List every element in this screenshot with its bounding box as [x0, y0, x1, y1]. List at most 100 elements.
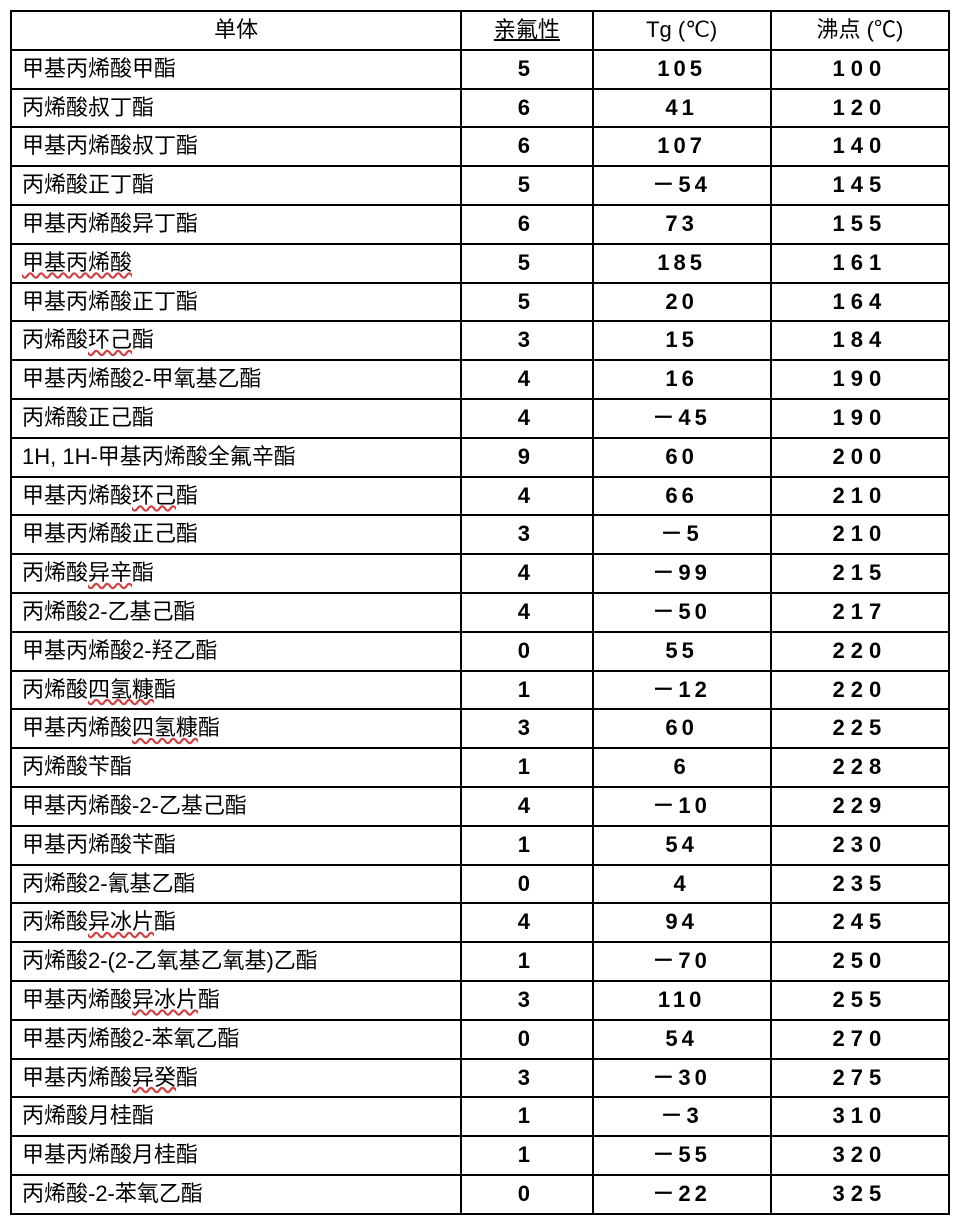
monomer-text-wavy: 异冰片 — [132, 987, 198, 1012]
monomer-name-cell: 甲基丙烯酸环己酯 — [11, 477, 461, 516]
monomer-name-cell: 甲基丙烯酸月桂酯 — [11, 1136, 461, 1175]
affinity-cell: 3 — [461, 981, 592, 1020]
table-row: 甲基丙烯酸环己酯466210 — [11, 477, 949, 516]
monomer-name-cell: 甲基丙烯酸2-羟乙酯 — [11, 632, 461, 671]
monomer-name-cell: 丙烯酸苄酯 — [11, 748, 461, 787]
affinity-cell: 6 — [461, 205, 592, 244]
monomer-text-post: 酯 — [176, 1065, 198, 1090]
monomer-text-pre: 甲基丙烯酸叔丁酯 — [22, 133, 198, 158]
header-affinity: 亲氟性 — [461, 11, 592, 50]
monomer-text-pre: 1H, 1H-甲基丙烯酸全氟辛酯 — [22, 444, 296, 469]
affinity-cell: 4 — [461, 903, 592, 942]
table-row: 丙烯酸异辛酯4－99215 — [11, 554, 949, 593]
monomer-text-pre: 甲基丙烯酸正己酯 — [22, 521, 198, 546]
monomer-text-pre: 甲基丙烯酸2-羟乙酯 — [22, 638, 218, 663]
bp-cell: 320 — [771, 1136, 949, 1175]
tg-cell: 54 — [593, 826, 771, 865]
monomer-name-cell: 甲基丙烯酸四氢糠酯 — [11, 709, 461, 748]
affinity-cell: 4 — [461, 593, 592, 632]
monomer-name-cell: 甲基丙烯酸甲酯 — [11, 50, 461, 89]
monomer-name-cell: 甲基丙烯酸正己酯 — [11, 515, 461, 554]
tg-cell: 66 — [593, 477, 771, 516]
monomer-text-pre: 丙烯酸正己酯 — [22, 405, 154, 430]
bp-cell: 228 — [771, 748, 949, 787]
tg-cell: －30 — [593, 1059, 771, 1098]
table-row: 甲基丙烯酸异丁酯673155 — [11, 205, 949, 244]
tg-cell: 55 — [593, 632, 771, 671]
monomer-text-pre: 丙烯酸正丁酯 — [22, 172, 154, 197]
monomer-text-pre: 甲基丙烯酸甲酯 — [22, 56, 176, 81]
header-bp: 沸点 (℃) — [771, 11, 949, 50]
affinity-cell: 1 — [461, 1097, 592, 1136]
monomer-text-post: 酯 — [154, 909, 176, 934]
table-row: 甲基丙烯酸2-苯氧乙酯054270 — [11, 1020, 949, 1059]
monomer-name-cell: 1H, 1H-甲基丙烯酸全氟辛酯 — [11, 438, 461, 477]
affinity-cell: 5 — [461, 283, 592, 322]
table-row: 甲基丙烯酸苄酯154230 — [11, 826, 949, 865]
affinity-cell: 0 — [461, 1175, 592, 1214]
monomer-name-cell: 丙烯酸2-(2-乙氧基乙氧基)乙酯 — [11, 942, 461, 981]
monomer-text-pre: 甲基丙烯酸-2-乙基己酯 — [22, 793, 247, 818]
monomer-text-pre: 甲基丙烯酸苄酯 — [22, 832, 176, 857]
affinity-cell: 3 — [461, 321, 592, 360]
bp-cell: 120 — [771, 89, 949, 128]
tg-cell: －22 — [593, 1175, 771, 1214]
tg-cell: 73 — [593, 205, 771, 244]
monomer-text-wavy: 异冰片 — [88, 909, 154, 934]
monomer-text-wavy: 异辛 — [88, 560, 132, 585]
monomer-name-cell: 丙烯酸异冰片酯 — [11, 903, 461, 942]
monomer-text-pre: 丙烯酸月桂酯 — [22, 1103, 154, 1128]
monomer-properties-table: 单体 亲氟性 Tg (℃) 沸点 (℃) 甲基丙烯酸甲酯5105100丙烯酸叔丁… — [10, 10, 950, 1215]
affinity-cell: 3 — [461, 1059, 592, 1098]
table-row: 甲基丙烯酸异冰片酯3110255 — [11, 981, 949, 1020]
monomer-text-pre: 甲基丙烯酸 — [22, 715, 132, 740]
monomer-text-pre: 甲基丙烯酸2-甲氧基乙酯 — [22, 366, 262, 391]
affinity-cell: 1 — [461, 1136, 592, 1175]
tg-cell: 105 — [593, 50, 771, 89]
bp-cell: 225 — [771, 709, 949, 748]
bp-cell: 220 — [771, 671, 949, 710]
monomer-text-wavy: 四氢糠 — [88, 677, 154, 702]
tg-cell: 185 — [593, 244, 771, 283]
affinity-cell: 0 — [461, 632, 592, 671]
bp-cell: 184 — [771, 321, 949, 360]
monomer-text-post: 酯 — [198, 987, 220, 1012]
affinity-cell: 1 — [461, 942, 592, 981]
monomer-name-cell: 丙烯酸环己酯 — [11, 321, 461, 360]
monomer-text-post: 酯 — [132, 327, 154, 352]
affinity-cell: 4 — [461, 787, 592, 826]
monomer-name-cell: 丙烯酸2-氰基乙酯 — [11, 865, 461, 904]
tg-cell: －54 — [593, 166, 771, 205]
monomer-name-cell: 甲基丙烯酸 — [11, 244, 461, 283]
table-row: 甲基丙烯酸四氢糠酯360225 — [11, 709, 949, 748]
monomer-name-cell: 丙烯酸正丁酯 — [11, 166, 461, 205]
monomer-name-cell: 丙烯酸2-乙基己酯 — [11, 593, 461, 632]
tg-cell: 107 — [593, 127, 771, 166]
table-row: 甲基丙烯酸正丁酯520164 — [11, 283, 949, 322]
table-row: 丙烯酸2-氰基乙酯04235 — [11, 865, 949, 904]
tg-cell: 4 — [593, 865, 771, 904]
table-row: 甲基丙烯酸-2-乙基己酯4－10229 — [11, 787, 949, 826]
monomer-text-pre: 丙烯酸2-乙基己酯 — [22, 599, 196, 624]
affinity-cell: 6 — [461, 127, 592, 166]
bp-cell: 140 — [771, 127, 949, 166]
monomer-text-wavy: 异癸 — [132, 1065, 176, 1090]
affinity-cell: 5 — [461, 244, 592, 283]
table-row: 甲基丙烯酸甲酯5105100 — [11, 50, 949, 89]
affinity-cell: 4 — [461, 360, 592, 399]
affinity-cell: 1 — [461, 826, 592, 865]
tg-cell: 6 — [593, 748, 771, 787]
bp-cell: 235 — [771, 865, 949, 904]
affinity-cell: 9 — [461, 438, 592, 477]
tg-cell: －70 — [593, 942, 771, 981]
monomer-name-cell: 甲基丙烯酸苄酯 — [11, 826, 461, 865]
monomer-name-cell: 丙烯酸四氢糠酯 — [11, 671, 461, 710]
affinity-cell: 3 — [461, 709, 592, 748]
monomer-name-cell: 丙烯酸异辛酯 — [11, 554, 461, 593]
monomer-name-cell: 甲基丙烯酸叔丁酯 — [11, 127, 461, 166]
monomer-text-pre: 丙烯酸苄酯 — [22, 754, 132, 779]
tg-cell: －3 — [593, 1097, 771, 1136]
table-row: 丙烯酸正己酯4－45190 — [11, 399, 949, 438]
monomer-name-cell: 甲基丙烯酸2-甲氧基乙酯 — [11, 360, 461, 399]
tg-cell: 41 — [593, 89, 771, 128]
